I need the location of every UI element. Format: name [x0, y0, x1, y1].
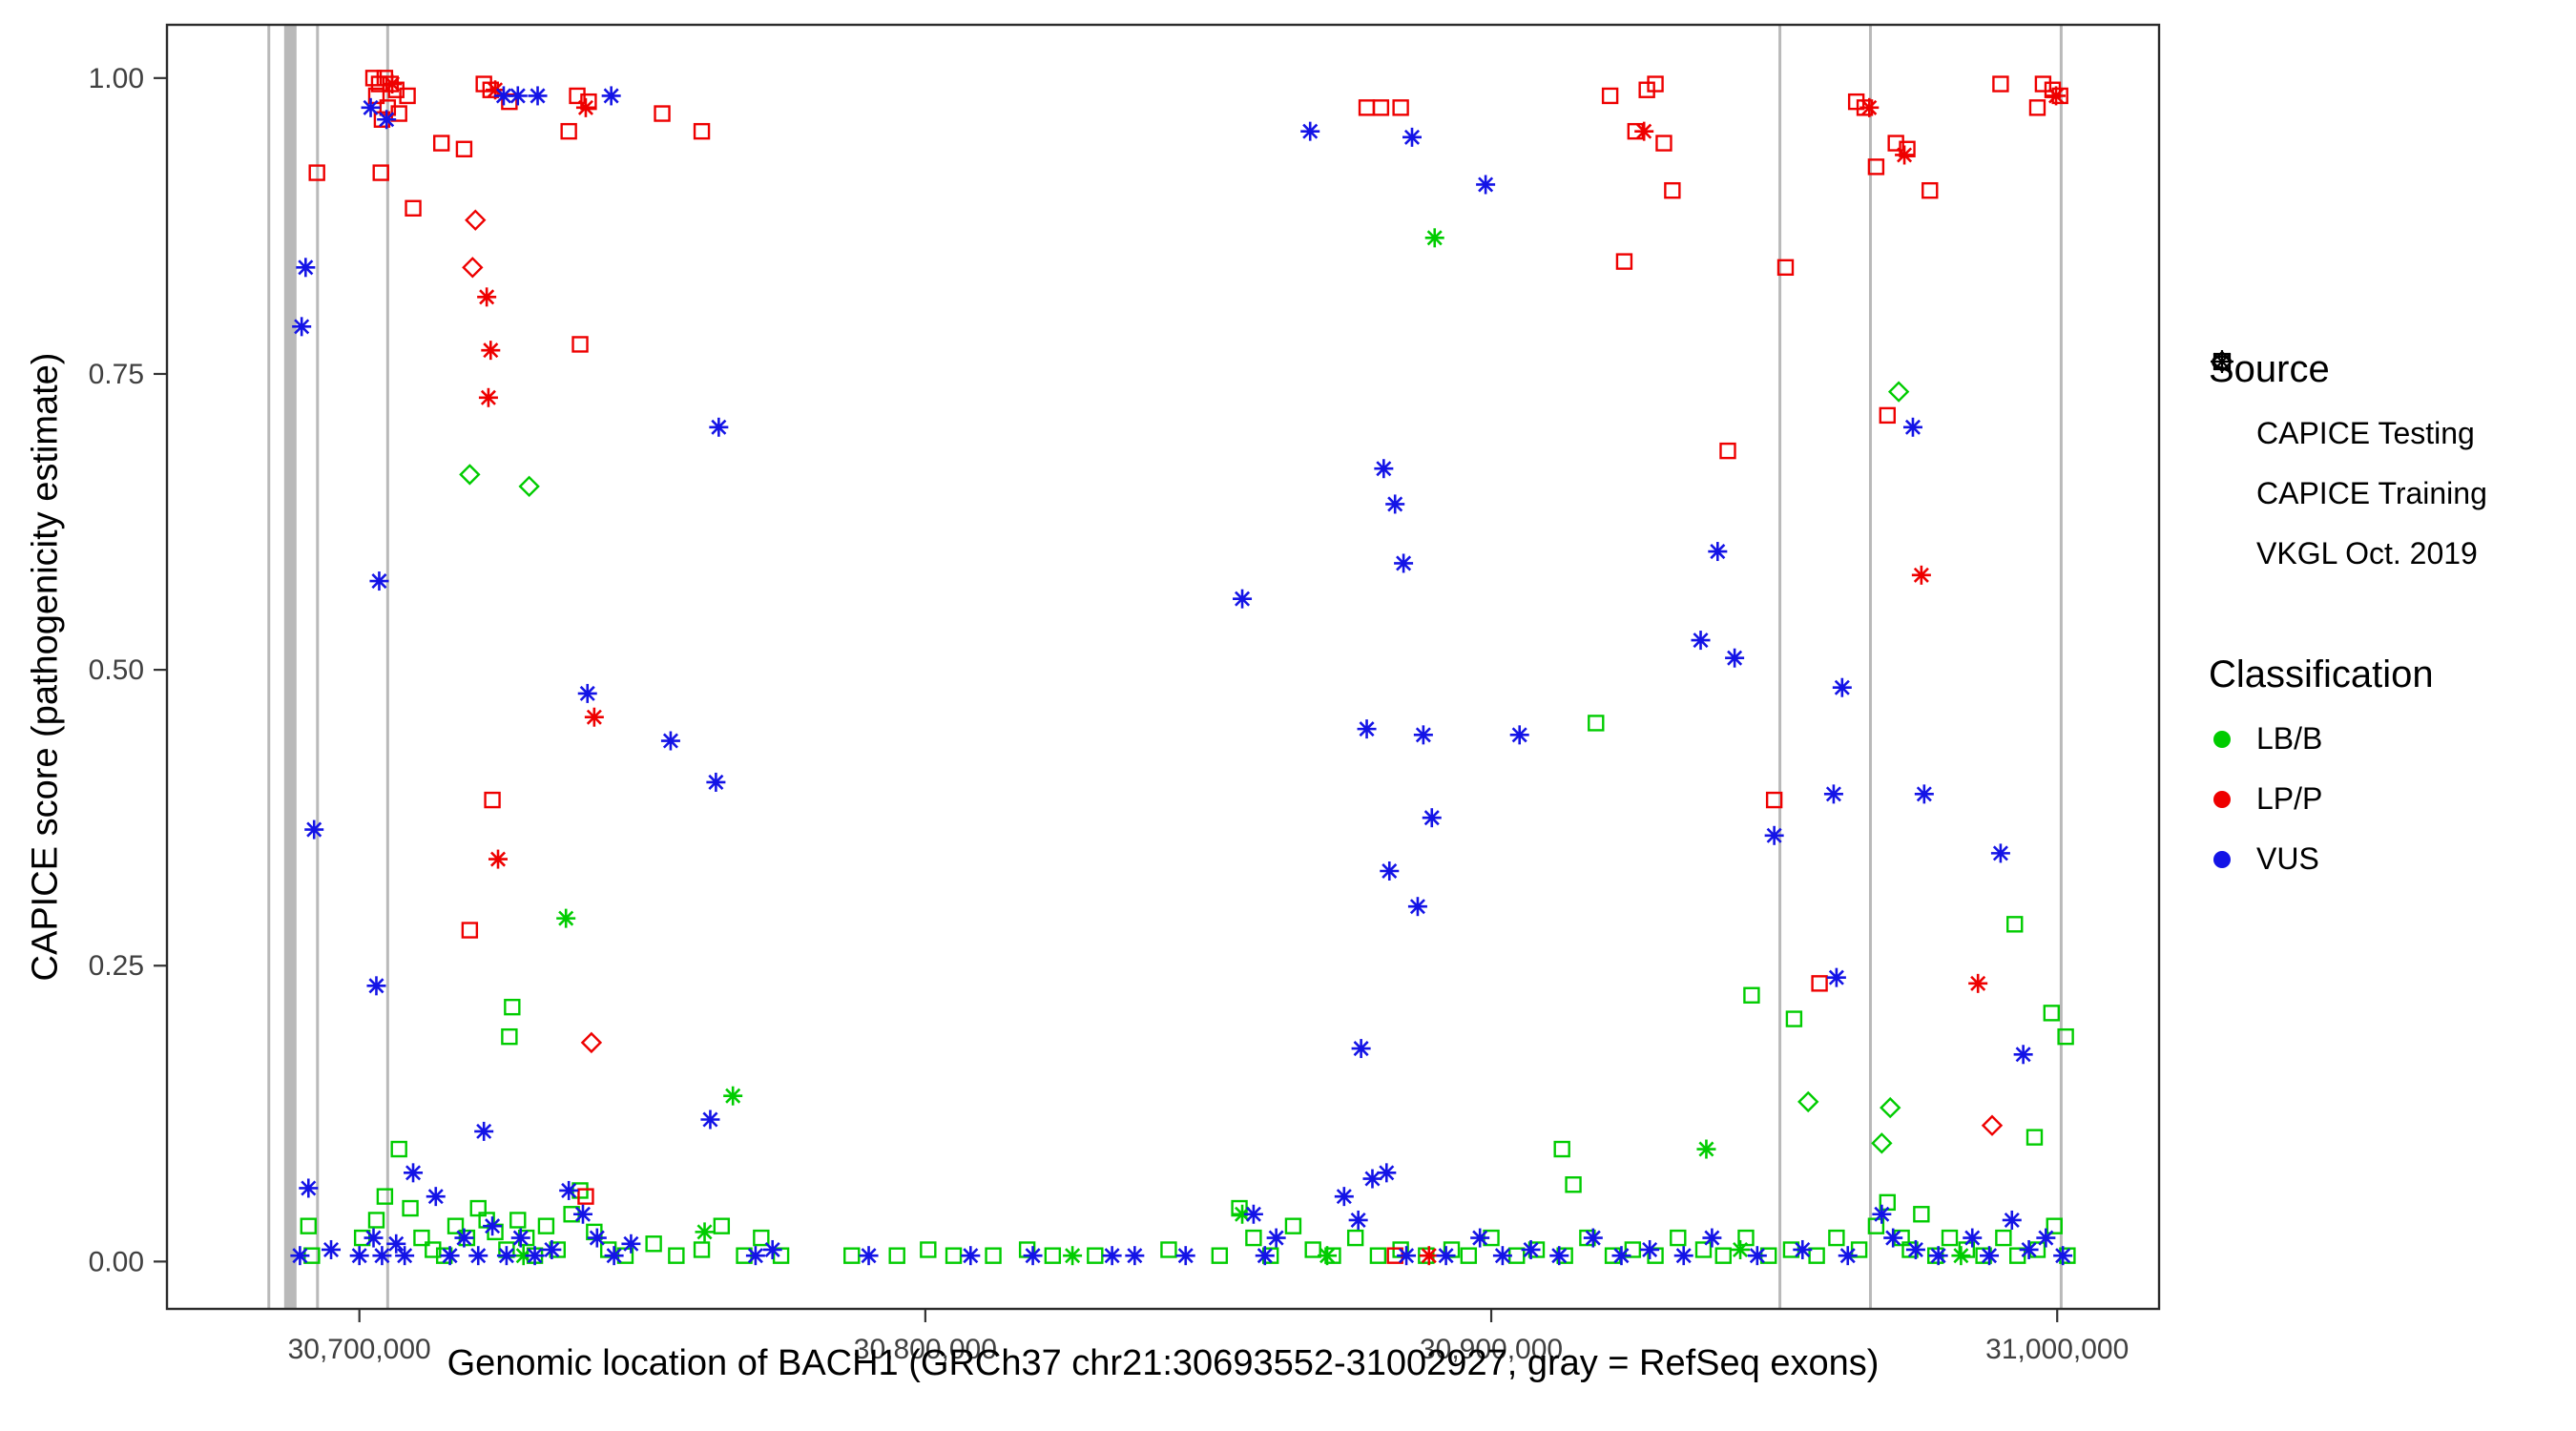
lbb-dot-icon: [2209, 726, 2235, 753]
diamond-icon: [2209, 350, 2235, 447]
svg-text:0.25: 0.25: [89, 950, 144, 982]
legend-item-label: VKGL Oct. 2019: [2256, 536, 2478, 570]
asterisk-icon: [2209, 350, 2235, 568]
legend-item-label: CAPICE Training: [2256, 476, 2487, 510]
legend-item-label: LB/B: [2256, 721, 2323, 756]
series-capice-training-lp-p: [308, 70, 2068, 1264]
legend: Source CAPICE Testing CAPICE Training: [2209, 348, 2562, 902]
series-vkgl-oct-2019-vus: [290, 86, 2073, 1266]
legend-item-capice-training: CAPICE Training: [2209, 352, 2562, 511]
y-axis-title: CAPICE score (pathogenicity estimate): [25, 352, 66, 982]
series-vkgl-oct-2019-lb-b: [513, 228, 1971, 1266]
plot-panel-border: [165, 23, 2161, 1311]
series-capice-testing-lp-p: [462, 209, 2004, 1136]
series-capice-testing-lb-b: [459, 381, 1910, 1154]
square-icon: [2209, 352, 2235, 508]
axis-ticks: 30,700,000 30,800,000 30,900,000 31,000,000…: [89, 63, 2129, 1365]
legend-item-label: CAPICE Testing: [2256, 416, 2475, 450]
legend-item-capice-testing: CAPICE Testing: [2209, 350, 2562, 451]
legend-item-label: LP/P: [2256, 781, 2323, 816]
series-vkgl-oct-2019-lp-p: [383, 74, 2067, 1266]
svg-text:0.00: 0.00: [89, 1246, 144, 1277]
svg-text:0.50: 0.50: [89, 654, 144, 686]
x-axis-title: Genomic location of BACH1 (GRCh37 chr21:…: [447, 1343, 1880, 1383]
legend-item-lbb: LB/B: [2209, 721, 2562, 757]
svg-text:1.00: 1.00: [89, 63, 144, 94]
lpp-dot-icon: [2209, 786, 2235, 813]
vus-dot-icon: [2209, 846, 2235, 873]
legend-source-title: Source: [2209, 348, 2330, 390]
svg-text:30,800,000: 30,800,000: [854, 1334, 997, 1365]
svg-text:30,900,000: 30,900,000: [1420, 1334, 1563, 1365]
svg-text:31,000,000: 31,000,000: [1985, 1334, 2129, 1365]
series-capice-training-lb-b: [300, 715, 2076, 1264]
legend-classification-title: Classification: [2209, 653, 2434, 695]
legend-item-vus: VUS: [2209, 841, 2562, 877]
legend-item-vkgl: VKGL Oct. 2019: [2209, 350, 2562, 571]
legend-item-label: VUS: [2256, 841, 2319, 876]
refseq-exon-lines: [267, 25, 2063, 1309]
legend-item-lpp: LP/P: [2209, 781, 2562, 817]
svg-text:30,700,000: 30,700,000: [288, 1334, 431, 1365]
svg-text:0.75: 0.75: [89, 359, 144, 390]
